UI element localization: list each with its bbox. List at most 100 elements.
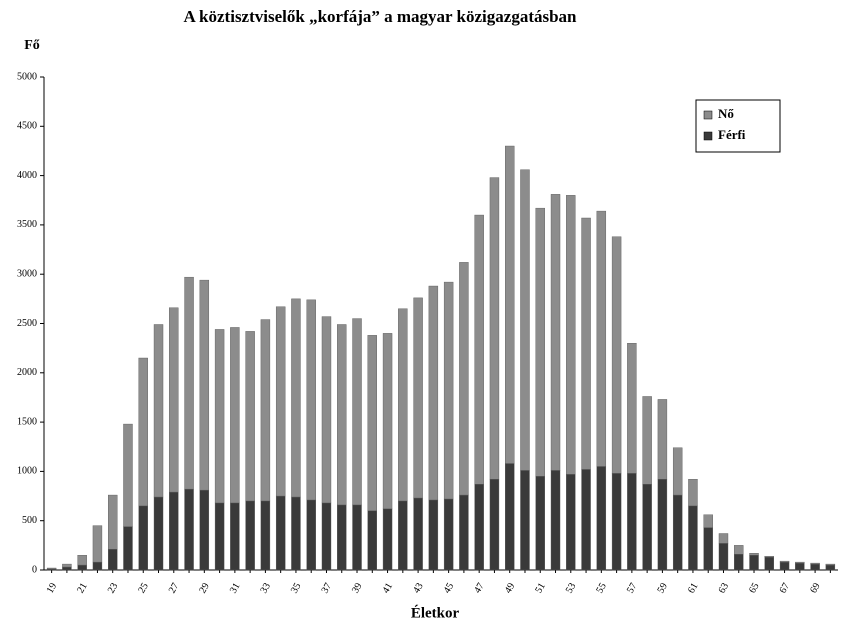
x-tick-label: 67 bbox=[778, 581, 793, 595]
bar-segment bbox=[718, 533, 729, 544]
x-tick-label: 49 bbox=[503, 581, 518, 595]
bar-segment bbox=[657, 399, 668, 480]
y-tick-label: 5000 bbox=[17, 71, 37, 82]
bar-segment bbox=[627, 343, 637, 474]
x-tick-label: 63 bbox=[717, 581, 732, 595]
bar-segment bbox=[672, 447, 683, 496]
bar-segment bbox=[627, 473, 637, 571]
bar-segment bbox=[505, 463, 515, 571]
bar-segment bbox=[138, 357, 148, 507]
bar-segment bbox=[108, 549, 118, 571]
bar-segment bbox=[62, 566, 72, 571]
bar-segment bbox=[413, 497, 423, 571]
bar-segment bbox=[459, 494, 469, 571]
x-tick-label: 25 bbox=[136, 581, 151, 595]
bar-segment bbox=[734, 554, 744, 571]
bar-segment bbox=[688, 479, 698, 507]
bar-segment bbox=[428, 499, 439, 571]
bar-segment bbox=[62, 563, 72, 568]
x-tick-label: 45 bbox=[442, 581, 457, 595]
bar-segment bbox=[184, 276, 194, 490]
bar-segment bbox=[398, 308, 408, 502]
bar-segment bbox=[611, 236, 622, 474]
bar-segment bbox=[260, 319, 271, 502]
bar-segment bbox=[810, 562, 820, 565]
bar-segment bbox=[688, 505, 698, 571]
bar-segment bbox=[169, 491, 179, 571]
bar-segment bbox=[245, 500, 255, 571]
bar-segment bbox=[718, 543, 729, 571]
bar-segment bbox=[642, 484, 652, 571]
legend-swatch bbox=[703, 131, 713, 141]
bar-segment bbox=[230, 502, 240, 571]
bar-segment bbox=[184, 488, 194, 571]
x-tick-label: 59 bbox=[655, 581, 670, 595]
chart-title: A köztisztviselők „korfája” a magyar köz… bbox=[183, 7, 577, 26]
bar-segment bbox=[779, 561, 790, 571]
bar-segment bbox=[199, 279, 210, 491]
bar-segment bbox=[566, 195, 576, 475]
bar-segment bbox=[352, 318, 362, 506]
bar-segment bbox=[520, 470, 530, 571]
bar-segment bbox=[382, 333, 393, 510]
bar-segment bbox=[566, 474, 576, 571]
bar-segment bbox=[550, 470, 561, 571]
bar-segment bbox=[764, 556, 774, 571]
bar-segment bbox=[443, 498, 454, 571]
legend-swatch bbox=[703, 110, 713, 120]
bar-segment bbox=[703, 514, 713, 528]
x-tick-label: 35 bbox=[289, 581, 304, 595]
bar-segment bbox=[810, 563, 820, 571]
bar-segment bbox=[459, 262, 469, 496]
bar-segment bbox=[337, 504, 347, 571]
x-tick-label: 47 bbox=[472, 581, 487, 595]
bar-segment bbox=[611, 473, 622, 571]
bar-segment bbox=[474, 484, 484, 571]
bar-segment bbox=[795, 562, 805, 571]
bar-segment bbox=[321, 316, 332, 504]
bar-segment bbox=[352, 504, 362, 571]
bar-segment bbox=[428, 285, 439, 501]
bar-segment bbox=[214, 329, 225, 504]
x-tick-label: 53 bbox=[564, 581, 579, 595]
bar-segment bbox=[413, 297, 423, 499]
bar-segment bbox=[642, 396, 652, 485]
bar-segment bbox=[657, 479, 668, 571]
legend-label: Nő bbox=[718, 106, 734, 121]
bar-segment bbox=[92, 561, 103, 571]
bar-segment bbox=[581, 469, 591, 571]
bar-segment bbox=[199, 489, 210, 571]
bar-segment bbox=[367, 335, 377, 512]
x-tick-label: 31 bbox=[228, 581, 243, 595]
bar-segment bbox=[535, 207, 545, 477]
x-tick-label: 39 bbox=[350, 581, 365, 595]
bar-segment bbox=[123, 423, 133, 527]
bar-segment bbox=[596, 210, 607, 467]
bar-segment bbox=[550, 194, 561, 471]
y-tick-label: 1000 bbox=[17, 466, 37, 477]
x-tick-label: 61 bbox=[686, 581, 701, 595]
bar-segment bbox=[795, 561, 805, 564]
bar-segment bbox=[489, 177, 500, 480]
y-tick-label: 3500 bbox=[17, 219, 37, 230]
legend-label: Férfi bbox=[718, 127, 746, 142]
bar-segment bbox=[825, 563, 836, 566]
y-tick-label: 500 bbox=[22, 515, 37, 526]
x-tick-label: 57 bbox=[625, 581, 640, 595]
y-tick-label: 4000 bbox=[17, 170, 37, 181]
bar-segment bbox=[321, 502, 332, 571]
bar-segment bbox=[779, 560, 790, 563]
y-tick-label: 2500 bbox=[17, 318, 37, 329]
bar-segment bbox=[337, 324, 347, 506]
x-tick-label: 55 bbox=[594, 581, 609, 595]
y-tick-label: 1500 bbox=[17, 416, 37, 427]
x-tick-label: 29 bbox=[197, 581, 212, 595]
bar-segment bbox=[489, 479, 500, 571]
x-axis-label: Életkor bbox=[411, 604, 460, 621]
x-tick-label: 21 bbox=[75, 581, 90, 595]
bar-segment bbox=[275, 495, 286, 571]
x-tick-label: 41 bbox=[381, 581, 396, 595]
y-tick-label: 3000 bbox=[17, 268, 37, 279]
bar-segment bbox=[245, 331, 255, 502]
